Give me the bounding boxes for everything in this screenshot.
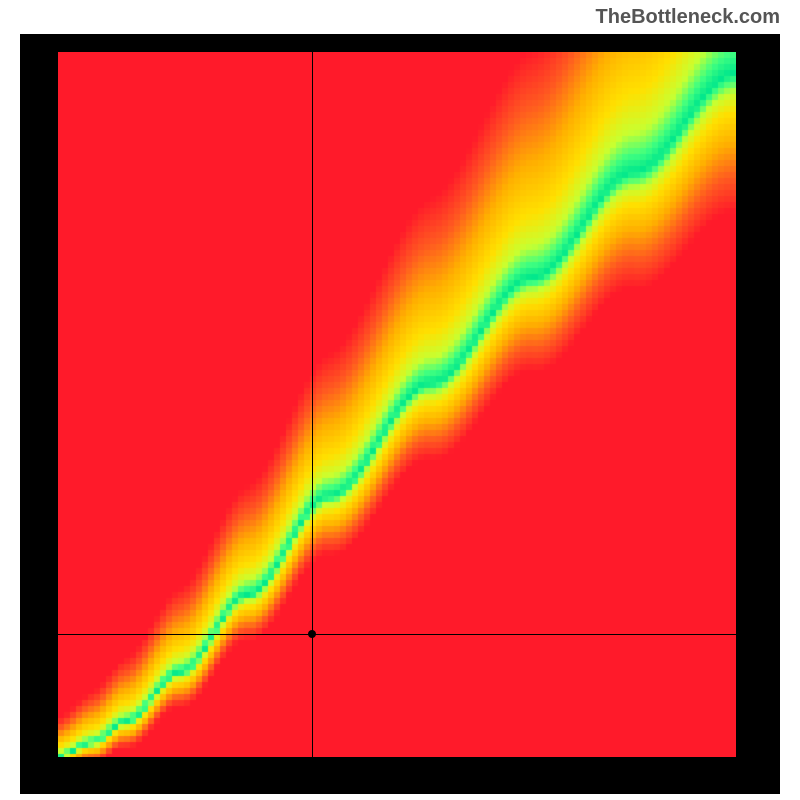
plot-area: [58, 52, 736, 757]
plot-frame: [20, 34, 780, 794]
heatmap-canvas: [58, 52, 736, 757]
chart-container: TheBottleneck.com: [0, 0, 800, 800]
crosshair-vertical: [312, 52, 313, 757]
selected-point: [308, 630, 316, 638]
crosshair-horizontal: [58, 634, 736, 635]
watermark: TheBottleneck.com: [596, 6, 780, 29]
